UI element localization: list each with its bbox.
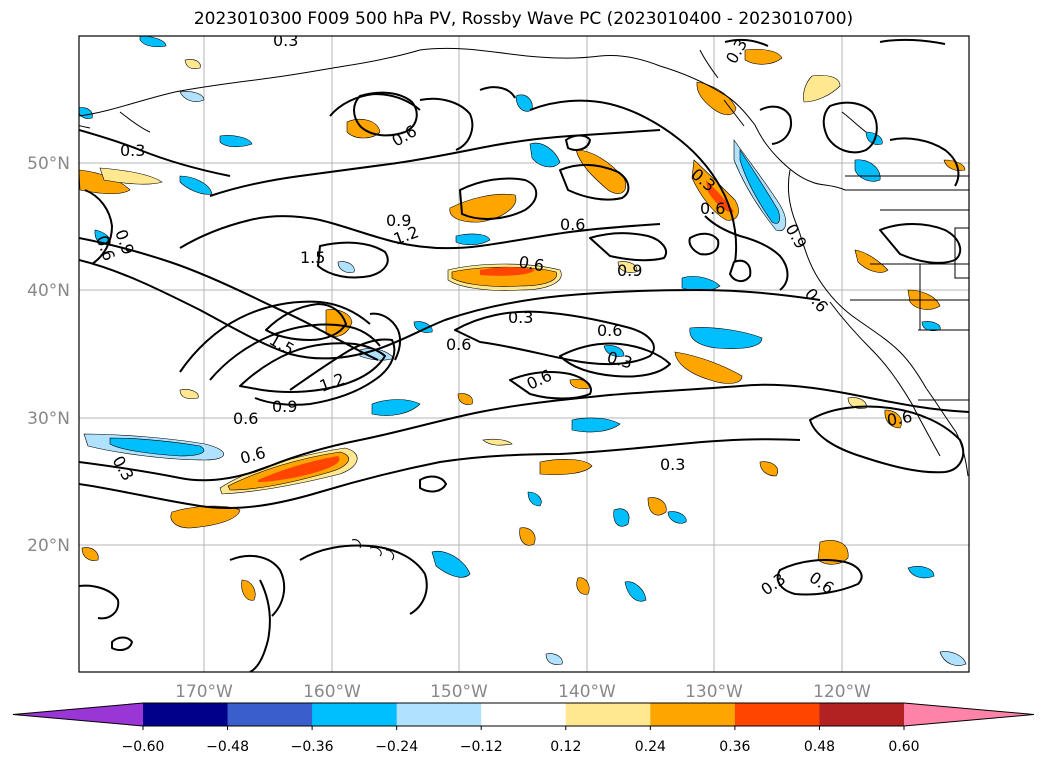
lon-tick-label: 120°W: [813, 682, 871, 702]
coastlines: [79, 47, 969, 561]
colorbar-tick-label: 0.48: [804, 739, 835, 755]
colorbar-segment: [650, 703, 736, 726]
colorbar-tick-label: 0.36: [719, 739, 750, 755]
contour-label: 0.6: [597, 321, 622, 340]
lat-tick-label: 40°N: [27, 281, 70, 301]
colorbar-segment: [143, 703, 229, 726]
map-panel: [79, 36, 969, 672]
shading-patches: [79, 36, 967, 666]
colorbar-segment: [734, 703, 820, 726]
map-frame: [78, 35, 970, 673]
contour-label: 0.3: [508, 308, 533, 327]
contour-label: 0.6: [517, 252, 545, 275]
colorbar-extension-high: [904, 703, 1034, 726]
colorbar-segment: [396, 703, 482, 726]
colorbar-tick-label: −0.24: [375, 739, 418, 755]
contour-label: 0.9: [386, 211, 411, 230]
colorbar-tick-label: −0.36: [291, 739, 334, 755]
contour-label: 1.5: [300, 248, 325, 267]
contour-label: 0.9: [272, 397, 297, 416]
lat-tick-labels: 50°N 40°N 30°N 20°N: [27, 154, 70, 556]
lon-tick-labels: 170°W 160°W 150°W 140°W 130°W 120°W: [175, 682, 871, 702]
pv-contours: [79, 38, 969, 672]
lon-tick-label: 130°W: [685, 682, 743, 702]
lon-tick-label: 140°W: [558, 682, 616, 702]
lat-tick-label: 20°N: [27, 536, 70, 556]
colorbar-segment: [819, 703, 905, 726]
colorbar-segment: [312, 703, 398, 726]
colorbar: [12, 702, 1035, 727]
colorbar-tick-label: 0.60: [888, 739, 919, 755]
contour-label: 0.3: [120, 141, 145, 160]
contour-label: 0.6: [233, 409, 258, 428]
colorbar-tick-label: 0.12: [550, 739, 581, 755]
colorbar-segment: [481, 703, 567, 726]
contour-label: 0.6: [885, 407, 913, 430]
colorbar-tick-label: −0.12: [460, 739, 503, 755]
contour-label: 0.6: [446, 335, 471, 354]
lat-tick-label: 50°N: [27, 154, 70, 174]
lon-tick-label: 170°W: [175, 682, 233, 702]
colorbar-tick-label: −0.48: [206, 739, 249, 755]
colorbar-segment: [565, 703, 651, 726]
colorbar-extension-low: [13, 703, 143, 726]
contour-label: 0.3: [660, 455, 685, 474]
contour-label: 0.3: [273, 31, 298, 50]
colorbar-tick-label: −0.60: [122, 739, 165, 755]
colorbar-tick-label: 0.24: [635, 739, 666, 755]
contour-label: 0.6: [560, 215, 585, 234]
colorbar-segment: [227, 703, 313, 726]
colorbar-labels: −0.60 −0.48 −0.36 −0.24 −0.12 0.12 0.24 0.36 0.4…: [122, 726, 920, 755]
contour-label: 0.9: [617, 261, 642, 280]
chart-title: 2023010300 F009 500 hPa PV, Rossby Wave …: [193, 9, 854, 29]
lat-tick-label: 30°N: [27, 409, 70, 429]
lon-tick-label: 160°W: [303, 682, 361, 702]
contour-label: 0.6: [700, 199, 725, 218]
lon-tick-label: 150°W: [430, 682, 488, 702]
